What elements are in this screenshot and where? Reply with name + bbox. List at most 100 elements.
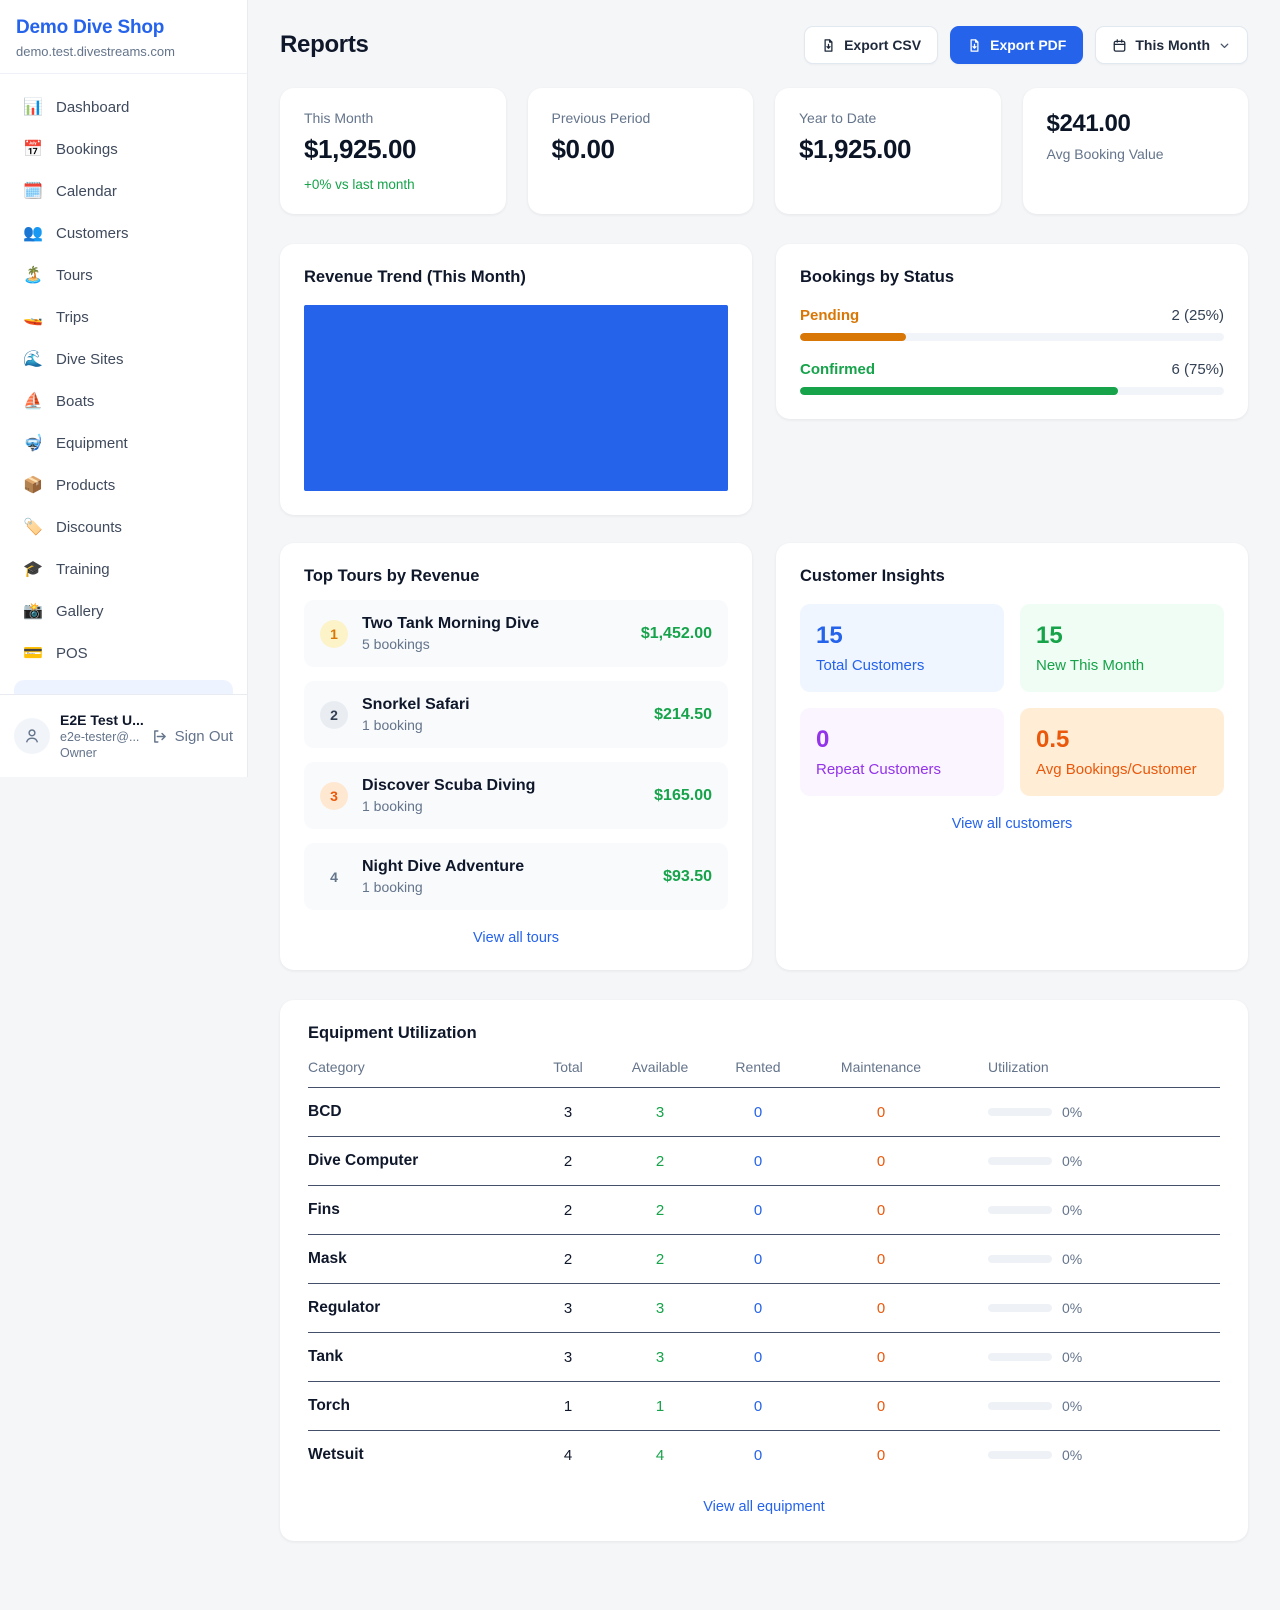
sidebar-item-gallery[interactable]: 📸 Gallery <box>12 590 235 632</box>
table-body: BCD 3 3 0 0 0% Dive Computer 2 2 0 0 0% Fins 2 2 0 0 0% Ma… <box>308 1088 1220 1479</box>
calendar-pad-icon: 🗓️ <box>23 183 43 200</box>
stat-card-1: This Month $1,925.00 +0% vs last month <box>280 88 506 214</box>
insight-label: Repeat Customers <box>816 761 942 778</box>
tour-bookings: 5 bookings <box>362 636 430 652</box>
sidebar-nav: 📊 Dashboard 📅 Bookings 🗓️ Calendar 👥 Customers 🏝… <box>0 74 247 694</box>
tour-row: 1 Two Tank Morning Dive 5 bookings $1,452.0… <box>304 600 728 667</box>
island-icon: 🏝️ <box>23 267 43 284</box>
insight-tile: 15 Total Customers <box>800 604 1004 692</box>
sign-out-icon <box>153 729 166 743</box>
tour-name: Two Tank Morning Dive <box>362 615 540 632</box>
table-row: Dive Computer 2 2 0 0 0% <box>308 1137 1220 1186</box>
page-header: Reports Export CSV Export PDF This Month <box>280 26 1248 64</box>
tour-row: 2 Snorkel Safari 1 booking $214.50 <box>304 681 728 748</box>
sidebar-item-dashboard[interactable]: 📊 Dashboard <box>12 86 235 128</box>
calendar-icon <box>1113 38 1126 52</box>
sidebar-item-boats[interactable]: ⛵ Boats <box>12 380 235 422</box>
export-pdf-button[interactable]: Export PDF <box>950 26 1084 64</box>
tour-name: Discover Scuba Diving <box>362 777 536 794</box>
cell-total: 1 <box>563 1397 573 1415</box>
tour-name: Night Dive Adventure <box>362 858 525 875</box>
stat-value: $1,925.00 <box>304 134 417 164</box>
sign-out-button[interactable]: Sign Out <box>151 728 233 745</box>
user-role: Owner <box>60 746 97 760</box>
brand: Demo Dive Shop demo.test.divestreams.com <box>0 0 247 74</box>
status-label: Confirmed <box>800 361 875 378</box>
utilization-percent: 0% <box>1062 1398 1083 1414</box>
sidebar-item-equipment[interactable]: 🤿 Equipment <box>12 422 235 464</box>
export-csv-button[interactable]: Export CSV <box>804 26 939 64</box>
view-all-equipment-link[interactable]: View all equipment <box>703 1499 825 1515</box>
stat-card-2: Previous Period $0.00 <box>527 88 753 214</box>
rank-badge: 3 <box>320 781 348 810</box>
sidebar-item-trips[interactable]: 🚤 Trips <box>12 296 235 338</box>
cell-maintenance: 0 <box>876 1446 886 1464</box>
cell-category: Tank <box>308 1348 344 1365</box>
tour-revenue: $165.00 <box>654 786 712 804</box>
table-header: Category Total Available Rented Maintenance U… <box>308 1059 1220 1088</box>
sidebar-item-pos[interactable]: 💳 POS <box>12 632 235 674</box>
sidebar-item-training[interactable]: 🎓 Training <box>12 548 235 590</box>
insight-value: 0.5 <box>1036 726 1070 753</box>
export-pdf-label: Export PDF <box>990 37 1067 53</box>
utilization-percent: 0% <box>1062 1153 1083 1169</box>
cell-maintenance: 0 <box>876 1397 886 1415</box>
revenue-trend-title: Revenue Trend (This Month) <box>304 268 526 286</box>
sidebar-item-discounts[interactable]: 🏷️ Discounts <box>12 506 235 548</box>
cell-total: 2 <box>563 1201 573 1219</box>
rank-badge: 2 <box>320 700 348 729</box>
insight-tiles: 15 Total Customers 15 New This Month 0 Repeat… <box>800 604 1224 796</box>
utilization-bar-track <box>988 1451 1052 1459</box>
cell-rented: 0 <box>753 1397 763 1415</box>
avatar <box>14 718 50 754</box>
cell-maintenance: 0 <box>876 1299 886 1317</box>
cell-available: 3 <box>655 1348 665 1366</box>
cell-utilization: 0% <box>956 1251 1220 1267</box>
revenue-trend-card: Revenue Trend (This Month) <box>280 244 752 515</box>
stat-label: Avg Booking Value <box>1046 146 1164 162</box>
cell-rented: 0 <box>753 1348 763 1366</box>
cell-category: Fins <box>308 1201 340 1218</box>
sidebar-item-dive-sites[interactable]: 🌊 Dive Sites <box>12 338 235 380</box>
cell-utilization: 0% <box>956 1202 1220 1218</box>
user-meta: E2E Test U... e2e-tester@... Owner <box>60 712 144 760</box>
table-row: Mask 2 2 0 0 0% <box>308 1235 1220 1284</box>
utilization-bar-track <box>988 1108 1052 1116</box>
cell-category: Regulator <box>308 1299 381 1316</box>
stat-label: This Month <box>304 110 374 126</box>
sidebar-item-bookings[interactable]: 📅 Bookings <box>12 128 235 170</box>
sidebar-item-customers[interactable]: 👥 Customers <box>12 212 235 254</box>
bookings-status-title: Bookings by Status <box>800 268 955 286</box>
sidebar-item-label: Boats <box>56 392 95 410</box>
bookings-status-card: Bookings by Status Pending 2 (25%) Confirm… <box>776 244 1248 419</box>
insight-label: Total Customers <box>816 657 925 674</box>
sidebar-item-reports-active[interactable] <box>14 680 233 694</box>
period-label: This Month <box>1135 37 1210 53</box>
camera-icon: 📸 <box>23 603 43 620</box>
tour-name: Snorkel Safari <box>362 696 470 713</box>
view-all-tours-link[interactable]: View all tours <box>473 930 559 946</box>
stat-label: Previous Period <box>551 110 651 126</box>
sidebar-item-label: Discounts <box>56 518 122 536</box>
cell-utilization: 0% <box>956 1104 1220 1120</box>
stat-card-4: $241.00 Avg Booking Value <box>1022 88 1248 214</box>
insight-value: 15 <box>816 622 843 649</box>
sidebar-item-products[interactable]: 📦 Products <box>12 464 235 506</box>
tour-bookings: 1 booking <box>362 717 423 733</box>
cell-maintenance: 0 <box>876 1201 886 1219</box>
sidebar-item-calendar[interactable]: 🗓️ Calendar <box>12 170 235 212</box>
table-row: Torch 1 1 0 0 0% <box>308 1382 1220 1431</box>
page-title: Reports <box>280 31 369 58</box>
view-all-customers-link[interactable]: View all customers <box>951 816 1073 832</box>
user-icon <box>25 729 39 743</box>
tour-info: Discover Scuba Diving 1 booking <box>362 777 535 814</box>
status-count: 2 (25%) <box>1171 307 1224 324</box>
sidebar-item-label: POS <box>56 644 88 662</box>
sailboat-icon: ⛵ <box>23 393 43 410</box>
cell-utilization: 0% <box>956 1398 1220 1414</box>
cell-rented: 0 <box>753 1250 763 1268</box>
sidebar-item-tours[interactable]: 🏝️ Tours <box>12 254 235 296</box>
utilization-percent: 0% <box>1062 1104 1083 1120</box>
period-dropdown[interactable]: This Month <box>1095 26 1248 64</box>
file-download-icon <box>824 38 833 52</box>
